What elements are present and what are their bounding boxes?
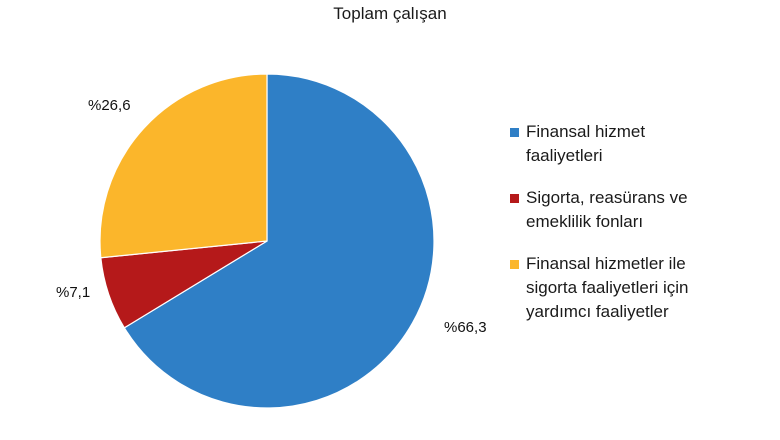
pie-slice bbox=[123, 73, 435, 409]
legend-label: Finansal hizmet bbox=[526, 122, 646, 141]
legend-label: sigorta faaliyetleri için bbox=[526, 278, 689, 297]
legend: Finansal hizmet faaliyetleri Sigorta, reas… bbox=[510, 120, 770, 342]
legend-item: Finansal hizmet faaliyetleri bbox=[510, 120, 770, 168]
data-label: %26,6 bbox=[88, 97, 131, 114]
chart-title: Toplam çalışan bbox=[333, 4, 447, 23]
legend-label: emeklilik fonları bbox=[526, 212, 644, 231]
legend-item: Finansal hizmetler ile sigorta faaliyetle… bbox=[510, 252, 770, 324]
pie-slice bbox=[99, 73, 268, 259]
data-label: %66,3 bbox=[444, 319, 487, 336]
legend-label: faaliyetleri bbox=[526, 146, 603, 165]
legend-label: Sigorta, reasürans ve bbox=[526, 188, 688, 207]
legend-swatch bbox=[510, 260, 519, 269]
legend-swatch bbox=[510, 128, 519, 137]
legend-item: Sigorta, reasürans ve emeklilik fonları bbox=[510, 186, 770, 234]
legend-label: yardımcı faaliyetler bbox=[526, 302, 669, 321]
legend-label: Finansal hizmetler ile bbox=[526, 254, 686, 273]
data-label: %7,1 bbox=[56, 284, 91, 301]
legend-swatch bbox=[510, 194, 519, 203]
